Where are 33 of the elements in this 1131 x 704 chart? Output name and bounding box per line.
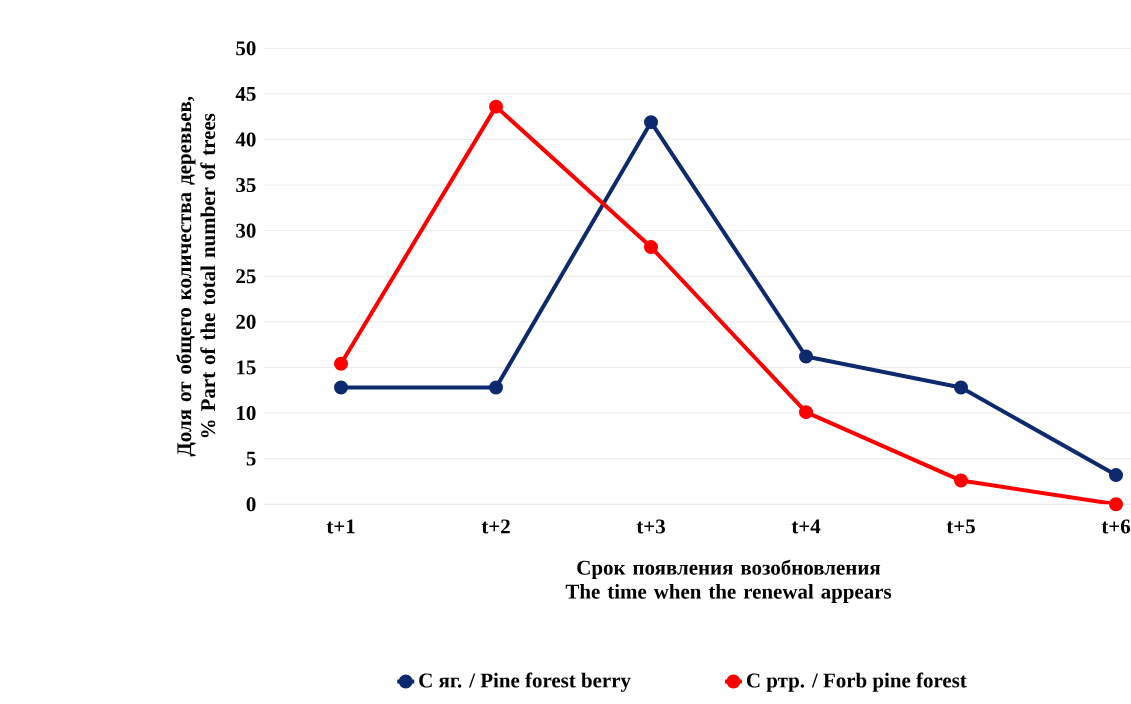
point [799,405,814,420]
x-tick-label: t+5 [946,519,975,534]
legend-label: С яг. / Pine forest berry [419,672,631,692]
y-tick-label: 0 [246,497,256,512]
y-tick-label: 50 [236,41,256,56]
y-tick-label: 20 [236,314,256,329]
point [799,349,814,364]
y-tick-label: 45 [235,86,256,101]
x-tick-label: t+4 [791,519,821,534]
point [1109,468,1124,483]
y-tick-label: 30 [236,223,256,238]
point [1109,497,1124,512]
y-tick-label: 10 [237,406,256,421]
x-tick-label: t+3 [636,519,665,534]
y-tick-label: 5 [246,451,256,466]
point [334,356,349,371]
y-axis-title: Доля от общего количества деревьев, % Part of the total number of trees [176,96,216,457]
x-tick-label: t+1 [326,519,355,534]
point [954,473,969,488]
x-tick-label: t+2 [481,519,510,534]
y-tick-label: 40 [235,132,256,147]
point [489,99,504,114]
x-axis-title: Срок появления возобновления The time when the renewal appears [565,559,892,603]
x-tick-label: t+6 [1101,519,1131,534]
point [644,240,659,255]
y-tick-label: 25 [236,269,256,284]
point [644,115,659,130]
y-tick-label: 35 [236,178,256,193]
point [489,380,504,395]
point [954,380,969,395]
y-tick-label: 15 [237,360,256,375]
legend-label: С ртр. / Forb pine forest [746,672,967,692]
point [334,380,349,395]
